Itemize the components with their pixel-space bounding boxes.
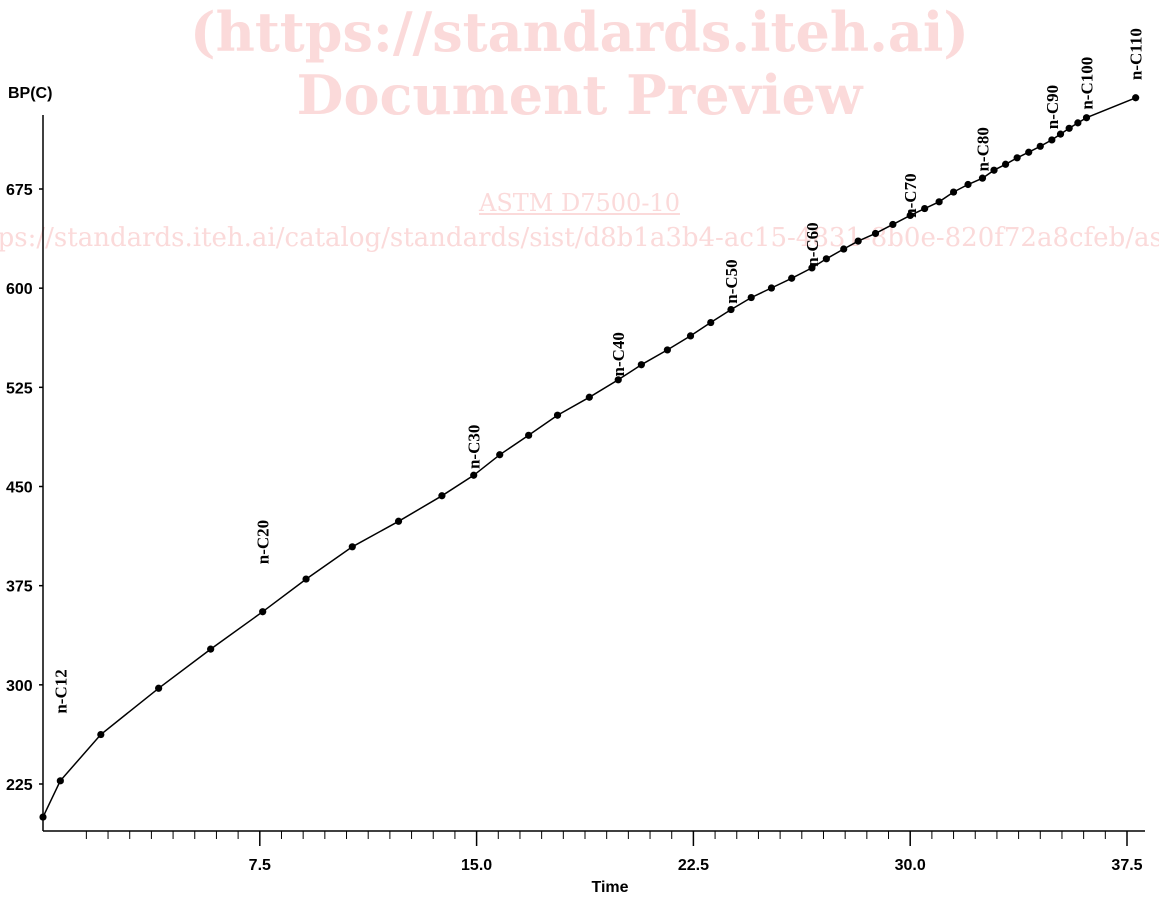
y-tick-label: 525 [6, 380, 33, 397]
data-point [1013, 154, 1021, 162]
data-point [1074, 119, 1082, 127]
data-point [1065, 124, 1073, 132]
annotation-label: n-C30 [465, 425, 484, 469]
data-point [840, 245, 848, 253]
series-line [42, 97, 1136, 818]
data-point [978, 174, 987, 182]
annotation-label: n-C70 [901, 173, 920, 217]
data-point [1025, 148, 1033, 156]
data-point [990, 166, 998, 174]
watermark-line-2: Document Preview [296, 63, 863, 127]
data-point [854, 237, 862, 245]
data-point [97, 730, 105, 739]
data-point [707, 318, 715, 327]
data-point [637, 361, 645, 369]
data-point [921, 204, 929, 213]
data-point [525, 431, 533, 439]
data-point [39, 813, 47, 821]
x-tick-label: 15.0 [461, 857, 492, 874]
axes [42, 115, 1145, 832]
annotation-label: n-C110 [1127, 28, 1146, 80]
y-axis-label: BP(C) [8, 85, 52, 102]
x-axis-label: Time [591, 879, 628, 896]
annotation-label: n-C60 [803, 222, 822, 266]
data-point [1132, 94, 1140, 102]
annotation-label: n-C80 [973, 127, 992, 171]
data-point [1082, 114, 1091, 122]
annotation-label: n-C12 [51, 669, 70, 713]
data-point [906, 211, 914, 220]
data-point [553, 411, 562, 419]
y-tick-label: 225 [6, 777, 33, 794]
annotation-label: n-C40 [609, 332, 628, 376]
data-point [614, 376, 622, 384]
data-point [1036, 142, 1044, 150]
data-point [1056, 130, 1065, 138]
x-tick-label: 30.0 [895, 857, 926, 874]
data-point [259, 608, 267, 616]
data-point [871, 229, 880, 238]
data-point [394, 517, 403, 525]
data-point [935, 198, 943, 206]
data-point [964, 180, 972, 189]
watermark-line-1: (https://standards.iteh.ai) [190, 0, 969, 64]
data-point [788, 274, 796, 282]
data-point [747, 293, 755, 302]
series [39, 94, 1140, 821]
labels: BP(C) Time 7.5 15.0 22.5 30.0 37.5 225 300 375 450… [6, 28, 1146, 896]
data-point [1048, 136, 1056, 144]
y-tick-label: 375 [6, 579, 33, 596]
data-point [663, 346, 671, 354]
data-point [686, 332, 695, 340]
data-point [949, 188, 958, 196]
annotation-label: n-C50 [722, 259, 741, 303]
x-tick-label: 37.5 [1111, 857, 1142, 874]
data-point [585, 393, 593, 401]
ticks [39, 188, 1128, 846]
annotation-label: n-C20 [254, 520, 273, 564]
annotation-label: n-C90 [1043, 85, 1062, 129]
data-point [348, 543, 356, 551]
data-point [155, 684, 163, 692]
data-point [727, 305, 735, 314]
data-point [1001, 160, 1010, 168]
x-tick-label: 7.5 [249, 857, 271, 874]
watermark-line-3: ASTM D7500-10 [479, 189, 680, 217]
watermark-line-4: https://standards.iteh.ai/catalog/standa… [0, 223, 1159, 253]
y-tick-label: 300 [6, 678, 33, 695]
data-point [56, 777, 64, 785]
y-tick-label: 450 [6, 480, 33, 497]
data-point [822, 255, 830, 263]
data-point [889, 220, 897, 229]
data-point [302, 575, 310, 583]
x-tick-label: 22.5 [678, 857, 709, 874]
annotation-label: n-C100 [1078, 57, 1097, 110]
data-point [207, 645, 215, 653]
data-point [496, 451, 504, 459]
data-point [767, 284, 776, 292]
data-point [438, 492, 446, 500]
y-tick-label: 675 [6, 182, 33, 199]
y-tick-label: 600 [6, 281, 33, 298]
data-point [808, 264, 816, 272]
data-point [470, 471, 478, 479]
